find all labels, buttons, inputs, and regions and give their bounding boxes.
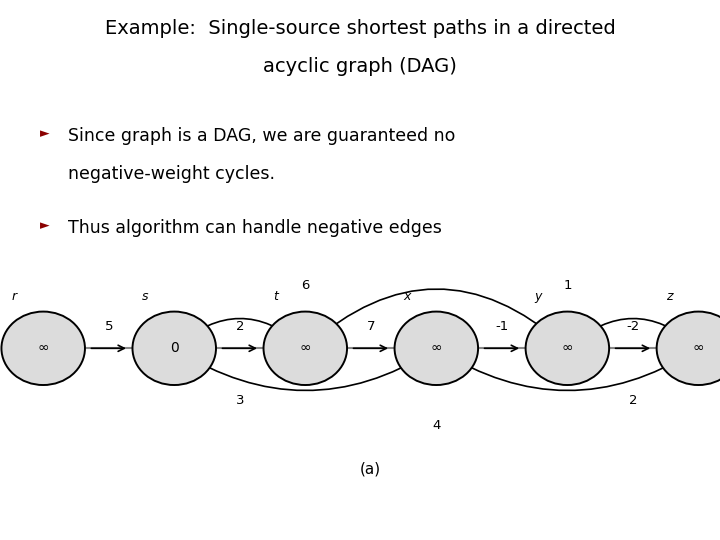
Text: z: z [666, 291, 672, 303]
Text: ∞: ∞ [300, 341, 311, 355]
Text: (a): (a) [360, 462, 382, 477]
Text: t: t [274, 291, 279, 303]
Ellipse shape [395, 312, 478, 385]
Text: 4: 4 [432, 418, 441, 431]
Text: Thus algorithm can handle negative edges: Thus algorithm can handle negative edges [68, 219, 442, 237]
Text: ►: ► [40, 219, 49, 232]
Text: negative-weight cycles.: negative-weight cycles. [68, 165, 275, 183]
Text: 0: 0 [170, 341, 179, 355]
Text: acyclic graph (DAG): acyclic graph (DAG) [263, 57, 457, 76]
Ellipse shape [132, 312, 216, 385]
Text: ∞: ∞ [562, 341, 573, 355]
Text: -1: -1 [495, 320, 508, 333]
Text: x: x [403, 291, 411, 303]
Text: Example:  Single-source shortest paths in a directed: Example: Single-source shortest paths in… [104, 19, 616, 38]
Text: 7: 7 [366, 320, 375, 333]
Ellipse shape [657, 312, 720, 385]
Text: 6: 6 [301, 279, 310, 292]
Ellipse shape [1, 312, 85, 385]
Text: Since graph is a DAG, we are guaranteed no: Since graph is a DAG, we are guaranteed … [68, 127, 456, 145]
Text: 1: 1 [563, 279, 572, 292]
Text: r: r [12, 291, 17, 303]
Text: 2: 2 [235, 320, 244, 333]
Text: ∞: ∞ [431, 341, 442, 355]
Text: ∞: ∞ [693, 341, 704, 355]
Text: 3: 3 [235, 394, 244, 407]
Ellipse shape [264, 312, 347, 385]
Ellipse shape [526, 312, 609, 385]
Text: -2: -2 [626, 320, 639, 333]
Text: ∞: ∞ [37, 341, 49, 355]
Text: 2: 2 [629, 394, 637, 407]
Text: 5: 5 [104, 320, 113, 333]
Text: y: y [534, 291, 542, 303]
Text: s: s [142, 291, 148, 303]
Text: ►: ► [40, 127, 49, 140]
